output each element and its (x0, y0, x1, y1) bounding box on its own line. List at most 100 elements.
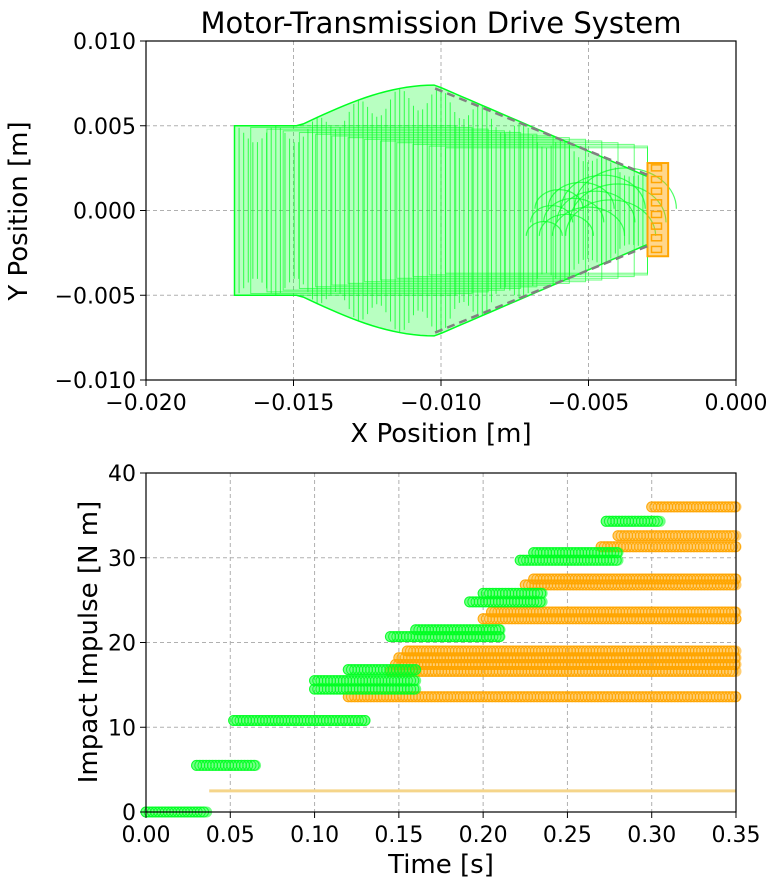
y-tick-label: 0.005 (73, 115, 136, 140)
green-segment-point (248, 759, 260, 771)
green-segment-point (645, 515, 657, 527)
mesh-arc (547, 181, 615, 209)
orange-segment-point (728, 645, 740, 657)
green-segment-point (535, 587, 547, 599)
y-tick-label: 40 (108, 462, 136, 487)
y-tick-label: 0.010 (73, 30, 136, 55)
gear-tooth (650, 222, 663, 230)
motor-outline (412, 143, 635, 278)
green-segment-point (608, 547, 620, 559)
x-tick-label: 0.00 (122, 823, 171, 848)
motor-outline (234, 125, 457, 296)
y-tick-label: −0.005 (55, 284, 136, 309)
y-axis-label: Impact Impulse [N m] (74, 501, 104, 784)
mesh-arc (560, 174, 646, 209)
green-segment-point (648, 515, 660, 527)
motor-outline (298, 132, 522, 289)
x-axis-label: X Position [m] (350, 419, 531, 449)
orange-segment-point (727, 530, 739, 542)
green-segment-point (403, 664, 415, 676)
gear-tooth (650, 234, 663, 242)
orange-segment-point (723, 691, 735, 703)
green-segment-point (528, 587, 540, 599)
motor-outline (396, 142, 619, 279)
green-segment-point (605, 547, 617, 559)
x-tick-label: 0.15 (374, 823, 423, 848)
orange-segment-point (723, 541, 735, 553)
green-segment-point (490, 624, 502, 636)
green-segment-point (242, 759, 254, 771)
motor-outline (266, 128, 489, 293)
green-segment-point (651, 515, 663, 527)
orange-segment-point (723, 501, 735, 513)
impulse-chart: 0.00 0.05 0.10 0.15 0.20 0.25 0.30 0.35 0 10 20 30 4… (74, 462, 760, 880)
green-segment-point (359, 714, 371, 726)
plot-area (233, 84, 677, 337)
gear-tooth (650, 245, 663, 254)
green-segment-point (405, 675, 417, 687)
y-tick-label: −0.010 (55, 369, 136, 394)
motor-outline (331, 135, 554, 286)
green-segment-point (409, 664, 421, 676)
x-tick-label: 0.30 (627, 823, 676, 848)
orange-segment-point (726, 573, 738, 585)
position-chart: Motor-Transmission Drive System −0.020 −0… (4, 6, 767, 449)
x-axis-label: Time [s] (387, 850, 494, 880)
x-tick-label: −0.020 (105, 391, 186, 416)
mesh-arc (573, 167, 677, 209)
gear-tooth (650, 187, 663, 195)
orange-segment-point (729, 606, 741, 618)
gear-block (646, 162, 670, 258)
motor-outline (250, 126, 473, 295)
x-tick-label: 0.35 (712, 823, 761, 848)
x-tick-label: 0.20 (459, 823, 508, 848)
gear-tooth (650, 210, 663, 219)
tick-labels: 0.00 0.05 0.10 0.15 0.20 0.25 0.30 0.35 0 10 20 30 4… (108, 462, 760, 848)
tick-labels: −0.020 −0.015 −0.010 −0.005 0.000 −0.010 −0.00… (55, 30, 768, 416)
motor-outline (282, 130, 505, 291)
green-segment-point (487, 624, 499, 636)
x-tick-label: −0.015 (253, 391, 334, 416)
orange-segment-point (721, 530, 733, 542)
mesh-arc (556, 190, 636, 223)
green-segment-point (245, 759, 257, 771)
mesh-arc (551, 206, 626, 236)
y-tick-label: 20 (108, 632, 136, 657)
motor-outline (380, 140, 603, 281)
orange-segment-point (726, 501, 738, 513)
x-tick-label: 0.05 (206, 823, 255, 848)
green-segment-point (401, 675, 413, 687)
gear-tooth (650, 164, 663, 172)
x-tick-label: 0.000 (705, 391, 768, 416)
gear-tooth (650, 199, 663, 207)
motor-outline (347, 137, 570, 284)
y-tick-label: 0 (122, 801, 136, 826)
x-tick-label: 0.25 (543, 823, 592, 848)
orange-segment-point (729, 573, 741, 585)
orange-segment-point (729, 501, 741, 513)
green-segment-point (493, 624, 505, 636)
y-tick-label: 10 (108, 716, 136, 741)
orange-segment-point (726, 541, 738, 553)
y-tick-label: 0.000 (73, 200, 136, 225)
green-segment-point (406, 664, 418, 676)
x-tick-label: −0.010 (400, 391, 481, 416)
y-tick-label: 30 (108, 547, 136, 572)
orange-segment-point (724, 530, 736, 542)
orange-segment-point (723, 573, 735, 585)
x-tick-label: 0.10 (290, 823, 339, 848)
plot-area (140, 501, 742, 818)
x-tick-label: −0.005 (548, 391, 629, 416)
orange-segment-point (721, 645, 733, 657)
green-segment-point (352, 714, 364, 726)
orange-segment-point (726, 691, 738, 703)
orange-segment-point (722, 606, 734, 618)
green-segment-point (611, 547, 623, 559)
mesh-arc (543, 197, 605, 223)
gear-tooth (650, 175, 663, 184)
motor-outline (363, 138, 587, 283)
y-axis-label: Y Position [m] (4, 121, 34, 301)
green-segment-point (408, 675, 420, 687)
green-segment-point (532, 587, 544, 599)
